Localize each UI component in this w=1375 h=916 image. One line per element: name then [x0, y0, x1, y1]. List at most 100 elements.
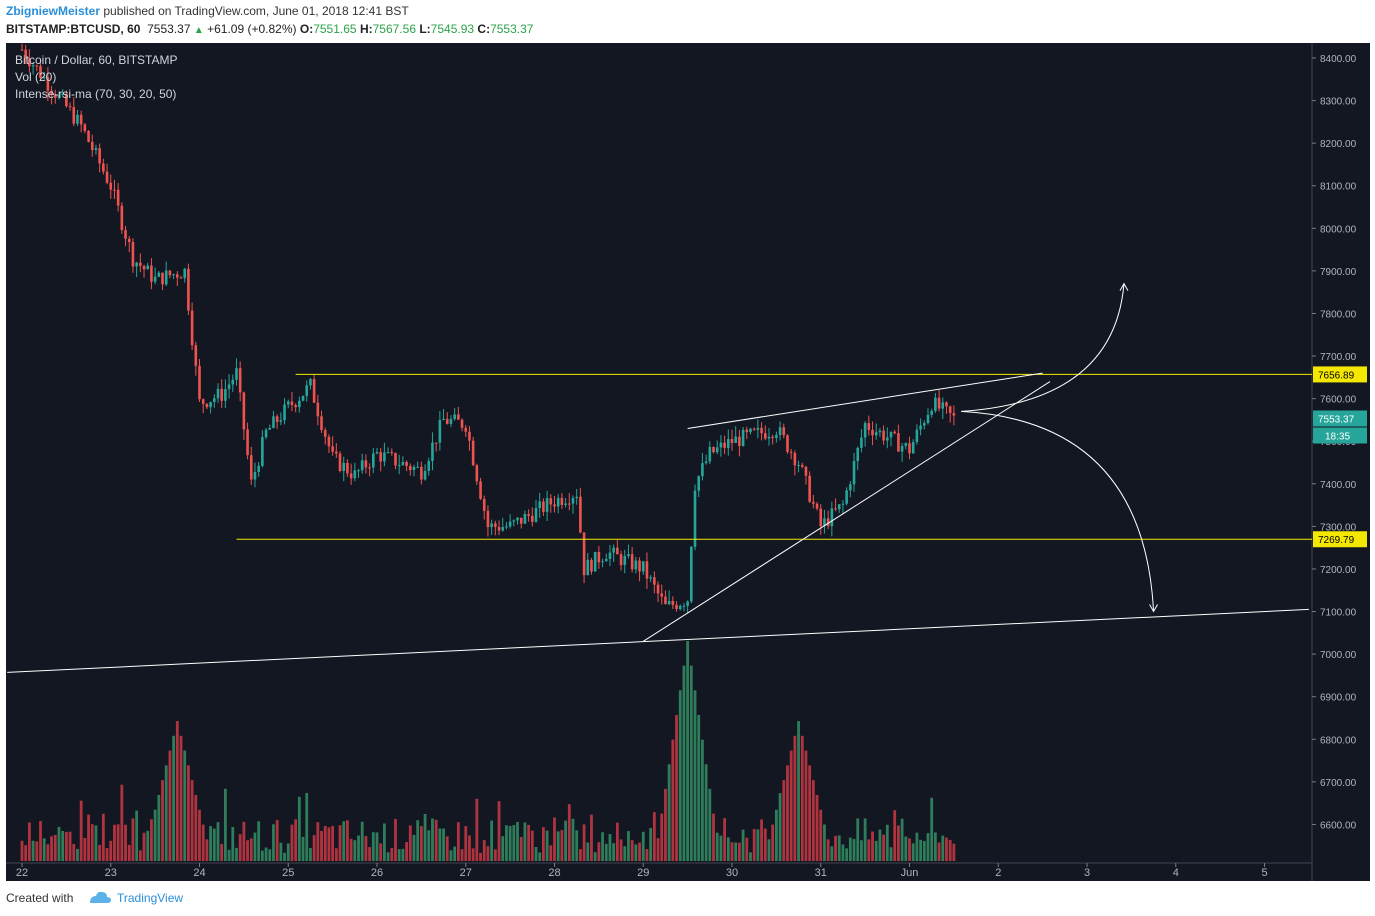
candle-body: [723, 442, 726, 448]
candle-body: [383, 452, 386, 462]
candle-body: [168, 270, 172, 276]
candle-body: [475, 465, 479, 482]
author-link[interactable]: ZbigniewMeister: [6, 4, 101, 18]
volume-bar: [175, 721, 179, 861]
volume-bar: [652, 812, 656, 861]
x-tick-label: 2: [995, 867, 1001, 879]
candle-body: [734, 436, 737, 443]
candle-body: [231, 379, 235, 385]
close-value: 7553.37: [490, 22, 534, 36]
candle-body: [815, 503, 819, 509]
volume-bar: [312, 835, 316, 861]
trendline: [642, 381, 1051, 642]
candle-body: [364, 460, 368, 468]
candle-body: [915, 429, 919, 443]
candle-body: [261, 437, 264, 466]
candle-body: [641, 561, 645, 572]
candle-body: [164, 270, 168, 285]
volume-bar: [675, 714, 678, 861]
candle-body: [549, 498, 553, 505]
volume-bar: [172, 735, 176, 861]
volume-bar: [830, 846, 834, 861]
volume-bar: [804, 750, 808, 861]
candle-body: [464, 427, 468, 432]
volume-bar: [375, 832, 379, 861]
volume-bar: [797, 721, 800, 861]
volume-bar: [501, 836, 505, 861]
chart-canvas[interactable]: 8400.00 8300.00 8200.00 8100.00 8000.00 7900.…: [6, 43, 1370, 881]
arrow-head-icon: [1149, 604, 1158, 613]
candle-body: [934, 397, 937, 411]
volume-bar: [131, 818, 135, 861]
candle-body: [72, 107, 76, 124]
candle-body: [220, 388, 223, 401]
candle-body: [793, 452, 797, 466]
y-tick-label: 7400.00: [1320, 480, 1357, 491]
candle-body: [453, 414, 456, 420]
volume-bar: [113, 824, 116, 861]
x-tick-label: 29: [637, 867, 649, 879]
candle-body: [919, 425, 922, 430]
volume-bar: [534, 846, 538, 861]
volume-bar: [915, 832, 919, 861]
candle-body: [375, 452, 379, 454]
candle-body: [882, 430, 885, 441]
candle-body: [320, 416, 323, 431]
candle-body: [408, 465, 412, 471]
candle-body: [338, 453, 342, 471]
volume-bar: [408, 825, 412, 861]
candle-body: [131, 242, 135, 267]
candle-body: [412, 467, 416, 471]
volume-bar: [908, 838, 911, 861]
candle-body: [331, 446, 334, 452]
candle-body: [224, 389, 227, 401]
volume-bar: [527, 824, 531, 861]
volume-bar: [120, 784, 124, 861]
volume-bar: [930, 797, 934, 861]
volume-bar: [889, 847, 893, 861]
candle-body: [298, 400, 301, 408]
y-tick-label: 7100.00: [1320, 608, 1357, 619]
volume-bar: [641, 831, 645, 861]
candle-body: [534, 508, 538, 522]
candle-body: [553, 504, 556, 507]
candle-body: [741, 429, 745, 446]
price-marker-label: 7269.79: [1318, 535, 1355, 546]
candle-body: [752, 428, 756, 430]
volume-bar: [386, 852, 390, 861]
y-tick-label: 8300.00: [1320, 97, 1357, 108]
candle-body: [845, 490, 848, 504]
x-tick-label: 27: [460, 867, 472, 879]
candle-body: [264, 429, 268, 438]
chart-area[interactable]: 8400.00 8300.00 8200.00 8100.00 8000.00 7900.…: [6, 43, 1370, 881]
candle-body: [268, 427, 272, 430]
candle-body: [479, 481, 482, 499]
volume-bar: [353, 840, 357, 861]
candle-body: [209, 401, 212, 408]
candle-body: [874, 432, 878, 436]
low-label: L:: [419, 22, 431, 36]
volume-bar: [20, 840, 24, 861]
candle-body: [678, 605, 682, 610]
volume-bar: [564, 820, 567, 861]
candle-body: [653, 577, 656, 585]
y-tick-label: 7700.00: [1320, 352, 1357, 363]
volume-bar: [715, 832, 719, 861]
volume-bar: [578, 849, 582, 861]
volume-bar: [438, 828, 442, 861]
volume-bar: [379, 843, 383, 861]
candle-body: [763, 433, 767, 439]
volume-bar: [94, 825, 98, 861]
volume-bar: [575, 830, 579, 861]
candle-body: [619, 554, 623, 566]
candle-body: [727, 439, 730, 448]
candle-body: [604, 558, 608, 562]
tradingview-link[interactable]: TradingView: [117, 891, 184, 905]
volume-bar: [567, 804, 571, 861]
y-tick-label: 8100.00: [1320, 182, 1357, 193]
volume-bar: [475, 798, 479, 861]
volume-bar: [98, 844, 102, 861]
volume-bar: [183, 750, 187, 861]
volume-bar: [164, 765, 168, 861]
candle-body: [601, 561, 604, 563]
